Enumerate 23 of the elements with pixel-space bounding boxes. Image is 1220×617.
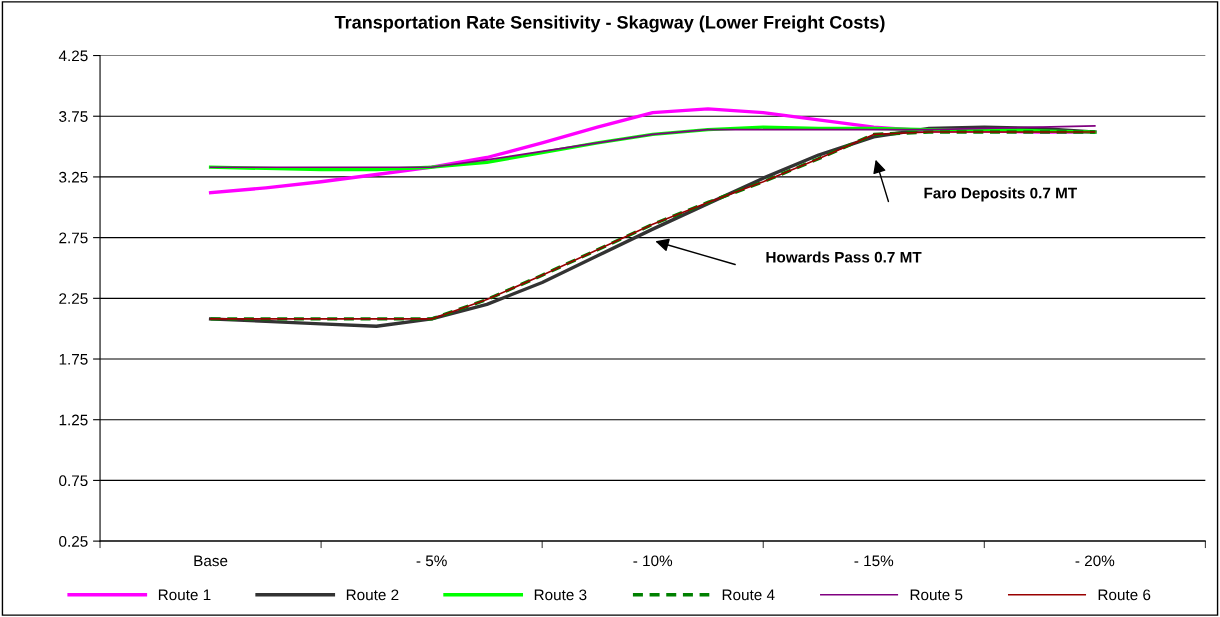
chart-title: Transportation Rate Sensitivity - Skagway (Lower Freight Costs) (334, 15, 885, 33)
annotation: Faro Deposits 0.7 MT (924, 187, 1077, 202)
y-tick-label: 2.25 (59, 293, 88, 305)
x-tick-label: - 10% (633, 555, 673, 567)
y-tick-label: 0.75 (59, 475, 88, 487)
legend-label: Route 5 (910, 589, 963, 601)
y-tick-label: 3.75 (59, 111, 88, 122)
y-tick-label: 3.25 (59, 171, 88, 183)
x-tick-label: - 5% (416, 555, 447, 567)
legend-label: Route 3 (534, 589, 587, 601)
y-tick-label: 4.25 (58, 50, 88, 62)
legend-label: Route 4 (722, 589, 775, 601)
legend-label: Route 1 (158, 589, 211, 601)
y-tick-label: 1.75 (59, 354, 88, 365)
x-tick-label: Base (194, 555, 228, 567)
y-tick-label: 1.25 (59, 414, 88, 426)
y-tick-label: 0.25 (59, 535, 88, 547)
x-tick-label: - 20% (1075, 555, 1115, 567)
y-tick-label: 2.75 (59, 232, 88, 244)
legend-label: Route 2 (346, 589, 399, 601)
annotation: Howards Pass 0.7 MT (766, 251, 922, 263)
legend-label: Route 6 (1098, 589, 1151, 601)
x-tick-label: - 15% (854, 555, 894, 567)
